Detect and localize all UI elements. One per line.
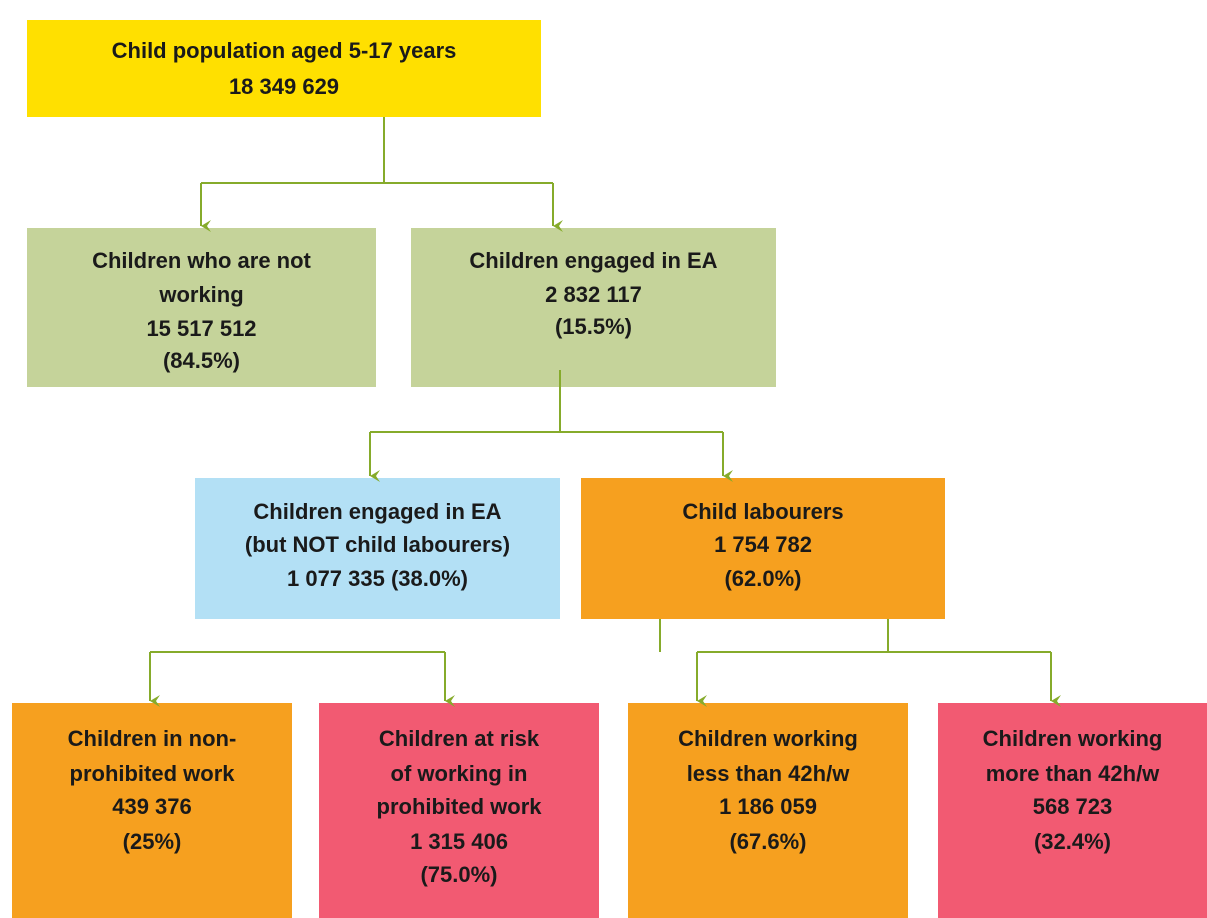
- node: Children engaged in EA 2 832 117 (15.5%): [411, 228, 776, 387]
- node-box: [319, 703, 599, 918]
- node: Children who are not working 15 517 512 (84…: [27, 228, 376, 387]
- node-label: 1 077 335 (38.0%): [287, 566, 468, 591]
- node-label: 439 376: [112, 794, 192, 819]
- node-label: 1 315 406: [410, 829, 508, 854]
- node-box: [628, 703, 908, 918]
- node: Children engaged in EA (but NOT child lab…: [195, 478, 560, 619]
- node-box: [12, 703, 292, 918]
- node-label: Children at risk: [379, 726, 540, 751]
- node-label: Children working: [983, 726, 1163, 751]
- node-box: [938, 703, 1207, 918]
- node-box: [27, 228, 376, 387]
- node: Children in non-prohibited work 439 376 (2…: [12, 703, 292, 918]
- node-label: (67.6%): [729, 829, 806, 854]
- node-label: 568 723: [1033, 794, 1113, 819]
- node-label: (62.0%): [724, 566, 801, 591]
- node: Children working more than 42h/w 568 723 (3…: [938, 703, 1207, 918]
- node-label: Children who are not: [92, 248, 311, 273]
- node-label: prohibited work: [70, 761, 236, 786]
- node-label: Child labourers: [682, 499, 843, 524]
- node-label: (84.5%): [163, 348, 240, 373]
- node-label: 1 754 782: [714, 532, 812, 557]
- connector: [150, 619, 661, 653]
- node-label: (75.0%): [420, 862, 497, 887]
- connectors: [149, 117, 1061, 707]
- node: Children working less than 42h/w 1 186 059…: [628, 703, 908, 918]
- node-label: (but NOT child labourers): [245, 532, 510, 557]
- node-label: of working in: [391, 761, 528, 786]
- connector: [201, 117, 553, 184]
- node-label: working: [158, 282, 243, 307]
- connector: [697, 619, 1051, 653]
- node-box: [27, 20, 541, 117]
- node-label: Children engaged in EA: [469, 248, 717, 273]
- node-label: Children in non-: [68, 726, 237, 751]
- node-box: [195, 478, 560, 619]
- node-label: Children working: [678, 726, 858, 751]
- node-box: [411, 228, 776, 387]
- node-label: (25%): [123, 829, 182, 854]
- node: Child labourers 1 754 782 (62.0%): [581, 478, 945, 619]
- node: Children at risk of working in prohibited …: [319, 703, 599, 918]
- node-label: less than 42h/w: [687, 761, 851, 786]
- node-label: Child population aged 5-17 years: [112, 38, 457, 63]
- node-label: 1 186 059: [719, 794, 817, 819]
- node: Child population aged 5-17 years 18 349 6…: [27, 20, 541, 117]
- node-box: [581, 478, 945, 619]
- node-label: 2 832 117: [545, 282, 642, 307]
- node-label: 15 517 512: [146, 316, 256, 341]
- node-label: (15.5%): [555, 314, 632, 339]
- node-label: 18 349 629: [229, 74, 339, 99]
- node-label: Children engaged in EA: [253, 499, 501, 524]
- node-label: more than 42h/w: [986, 761, 1160, 786]
- node-label: prohibited work: [377, 794, 543, 819]
- connector: [370, 370, 723, 433]
- node-label: (32.4%): [1034, 829, 1111, 854]
